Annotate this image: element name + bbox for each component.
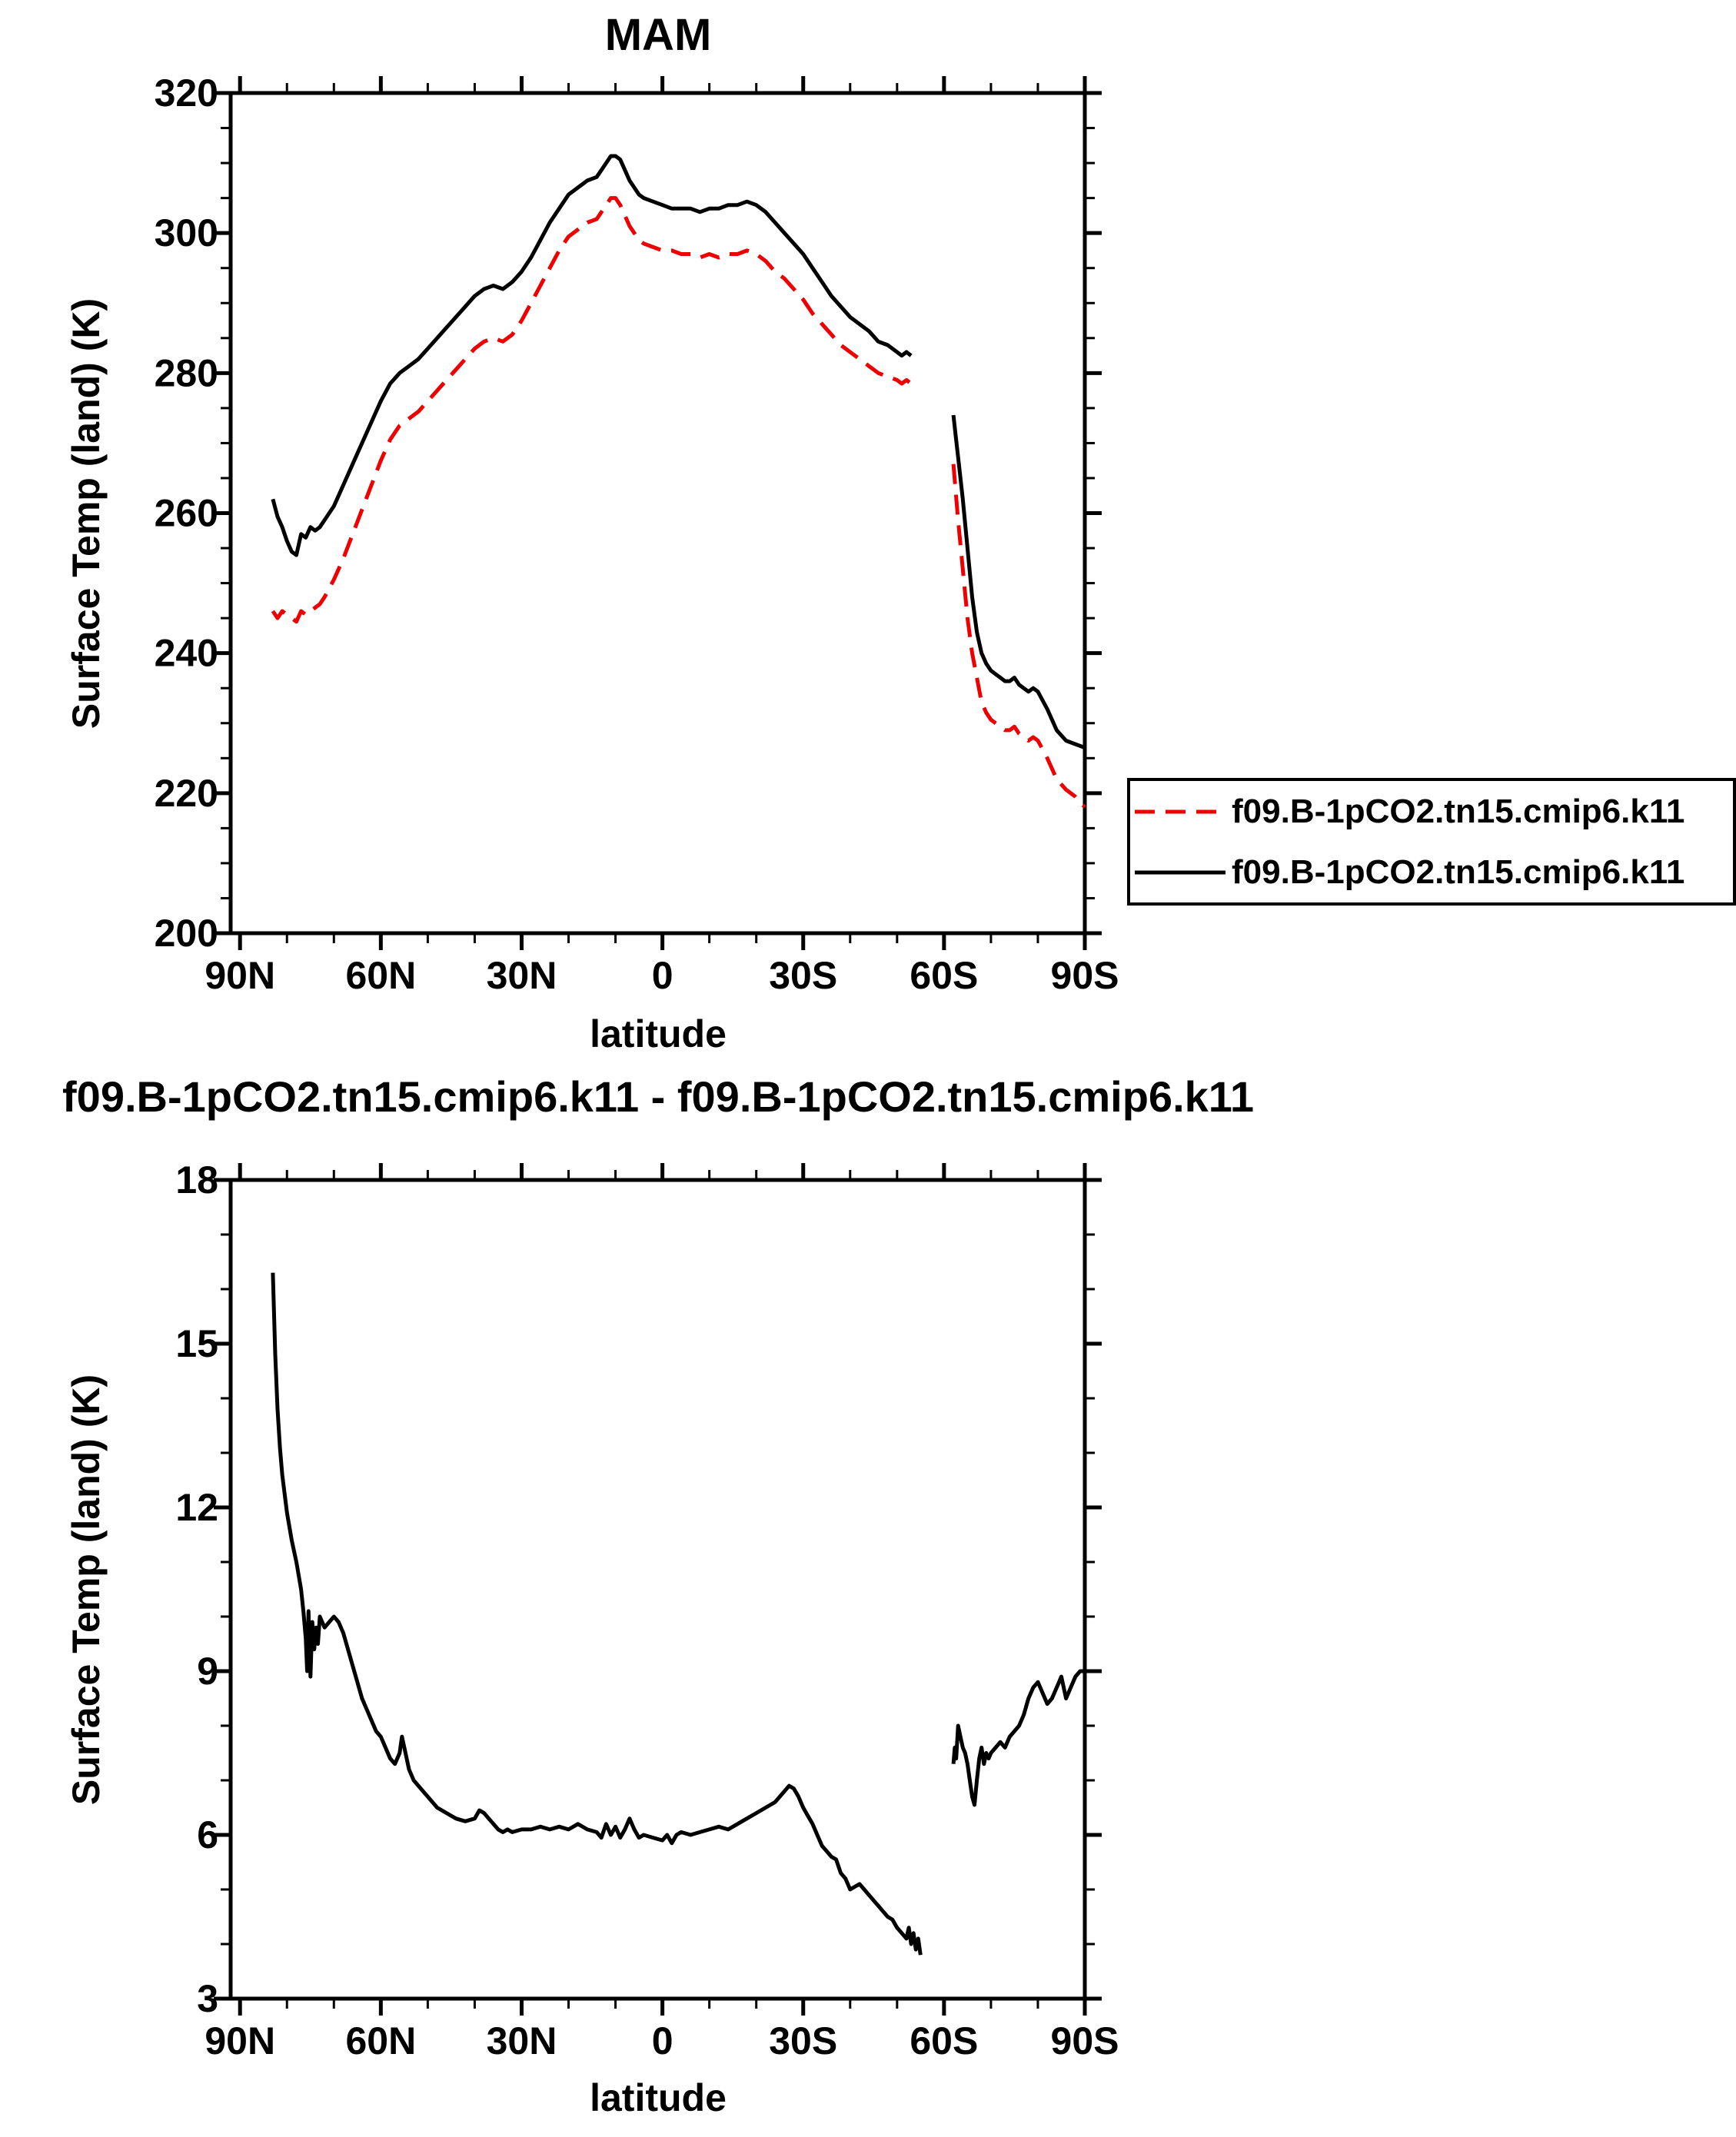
x-tick-label: 90S — [1051, 954, 1119, 997]
x-tick-label: 0 — [652, 2019, 673, 2062]
y-tick-label: 6 — [197, 1813, 218, 1856]
legend-item-red-dashed: f09.B-1pCO2.tn15.cmip6.k11 — [1130, 781, 1733, 842]
top-chart-title: MAM — [604, 10, 712, 60]
x-tick-label: 60N — [345, 2019, 416, 2062]
series-line-solid-0 — [271, 1272, 923, 1956]
top-chart-x-axis-label: latitude — [590, 1012, 727, 1055]
y-tick-label: 280 — [155, 351, 218, 394]
x-tick-label: 60S — [910, 2019, 978, 2062]
bottom-chart-title: f09.B-1pCO2.tn15.cmip6.k11 - f09.B-1pCO2… — [62, 1072, 1254, 1121]
y-tick-label: 18 — [175, 1158, 218, 1201]
y-tick-label: 320 — [155, 71, 218, 115]
legend-item-black-solid: f09.B-1pCO2.tn15.cmip6.k11 — [1130, 842, 1733, 902]
plot-border — [228, 91, 1087, 936]
x-tick-label: 0 — [652, 954, 673, 997]
red-dashed-line-sample — [1135, 809, 1226, 813]
y-tick-label: 260 — [155, 492, 218, 535]
y-tick-label: 240 — [155, 632, 218, 675]
y-tick-label: 9 — [197, 1650, 218, 1693]
x-tick-label: 90N — [205, 2019, 275, 2062]
y-tick-label: 200 — [155, 912, 218, 955]
black-solid-line-sample — [1135, 870, 1226, 874]
x-tick-label: 30N — [487, 2019, 557, 2062]
y-tick-label: 300 — [155, 211, 218, 254]
y-tick-label: 3 — [197, 1977, 218, 2020]
series-line-solid-0 — [951, 1669, 1085, 1807]
legend-label-black: f09.B-1pCO2.tn15.cmip6.k11 — [1232, 852, 1685, 891]
x-tick-label: 30S — [769, 954, 837, 997]
y-tick-label: 15 — [175, 1322, 218, 1365]
legend-box: f09.B-1pCO2.tn15.cmip6.k11 f09.B-1pCO2.t… — [1127, 778, 1736, 906]
x-tick-label: 90S — [1051, 2019, 1119, 2062]
y-tick-label: 12 — [175, 1486, 218, 1529]
y-tick-label: 220 — [155, 772, 218, 815]
plot-border — [228, 1178, 1087, 2001]
x-tick-label: 60S — [910, 954, 978, 997]
legend-label-red: f09.B-1pCO2.tn15.cmip6.k11 — [1232, 792, 1685, 830]
series-line-dashed-0 — [951, 464, 1086, 809]
series-line-dashed-0 — [271, 196, 913, 624]
x-tick-label: 90N — [205, 954, 275, 997]
top-chart-y-axis-label: Surface Temp (land) (K) — [65, 297, 108, 730]
bottom-chart-y-axis-label: Surface Temp (land) (K) — [65, 1374, 108, 1806]
series-line-solid-1 — [951, 414, 1086, 749]
x-tick-label: 30N — [487, 954, 557, 997]
bottom-chart-x-axis-label: latitude — [590, 2076, 727, 2119]
x-tick-label: 30S — [769, 2019, 837, 2062]
series-line-solid-1 — [271, 154, 913, 557]
x-tick-label: 60N — [345, 954, 416, 997]
